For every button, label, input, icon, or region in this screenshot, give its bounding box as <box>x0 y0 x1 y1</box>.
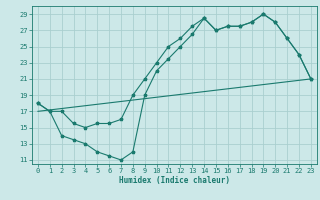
X-axis label: Humidex (Indice chaleur): Humidex (Indice chaleur) <box>119 176 230 185</box>
